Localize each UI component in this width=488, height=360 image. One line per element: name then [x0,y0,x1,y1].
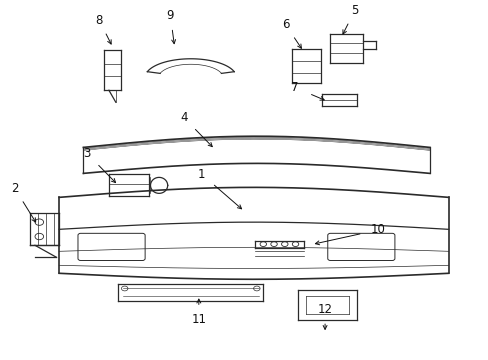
Circle shape [35,233,43,240]
Circle shape [270,242,277,247]
Text: 5: 5 [350,4,358,17]
Circle shape [253,286,260,291]
Text: 7: 7 [291,81,298,94]
Circle shape [281,242,287,247]
Text: 2: 2 [11,182,19,195]
Text: 6: 6 [281,18,289,31]
Circle shape [260,242,266,247]
Text: 10: 10 [370,224,385,237]
FancyBboxPatch shape [327,233,394,261]
Text: 1: 1 [198,168,205,181]
Text: 3: 3 [83,147,91,160]
Text: 12: 12 [317,303,332,316]
FancyBboxPatch shape [78,233,145,261]
Text: 8: 8 [95,14,102,27]
Text: 9: 9 [166,9,174,22]
Circle shape [35,219,43,225]
Text: 4: 4 [180,111,187,124]
Text: 11: 11 [191,313,206,326]
Circle shape [292,242,298,247]
Circle shape [121,286,128,291]
